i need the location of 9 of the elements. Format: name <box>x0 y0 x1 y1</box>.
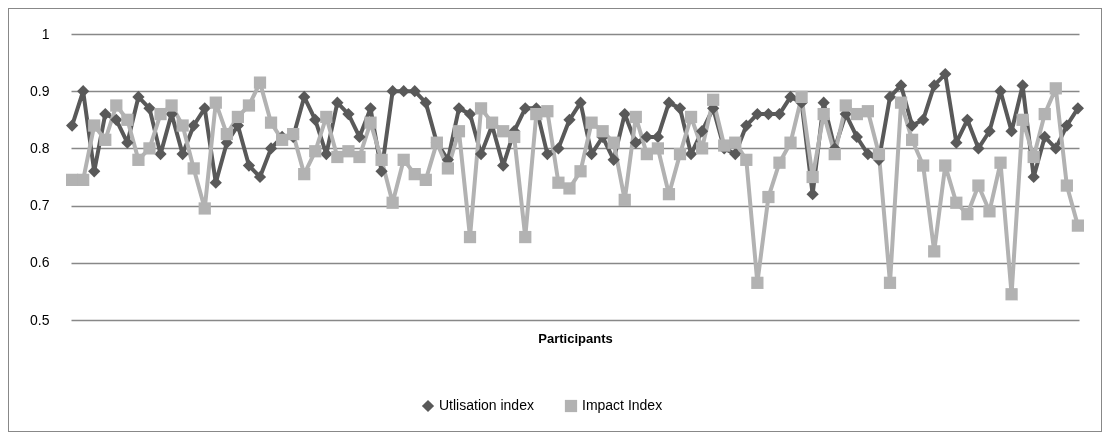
legend-label: Impact Index <box>582 397 663 413</box>
y-tick-label: 0.7 <box>30 197 50 214</box>
y-tick-label: 1 <box>41 25 50 42</box>
y-tick-label: 0.8 <box>30 139 50 156</box>
x-axis-title: Participants <box>538 330 613 346</box>
y-tick-label: 0.6 <box>30 254 50 271</box>
y-tick-label: 0.9 <box>30 82 50 99</box>
legend-label: Utlisation index <box>439 397 534 413</box>
y-tick-label: 0.5 <box>30 311 50 328</box>
